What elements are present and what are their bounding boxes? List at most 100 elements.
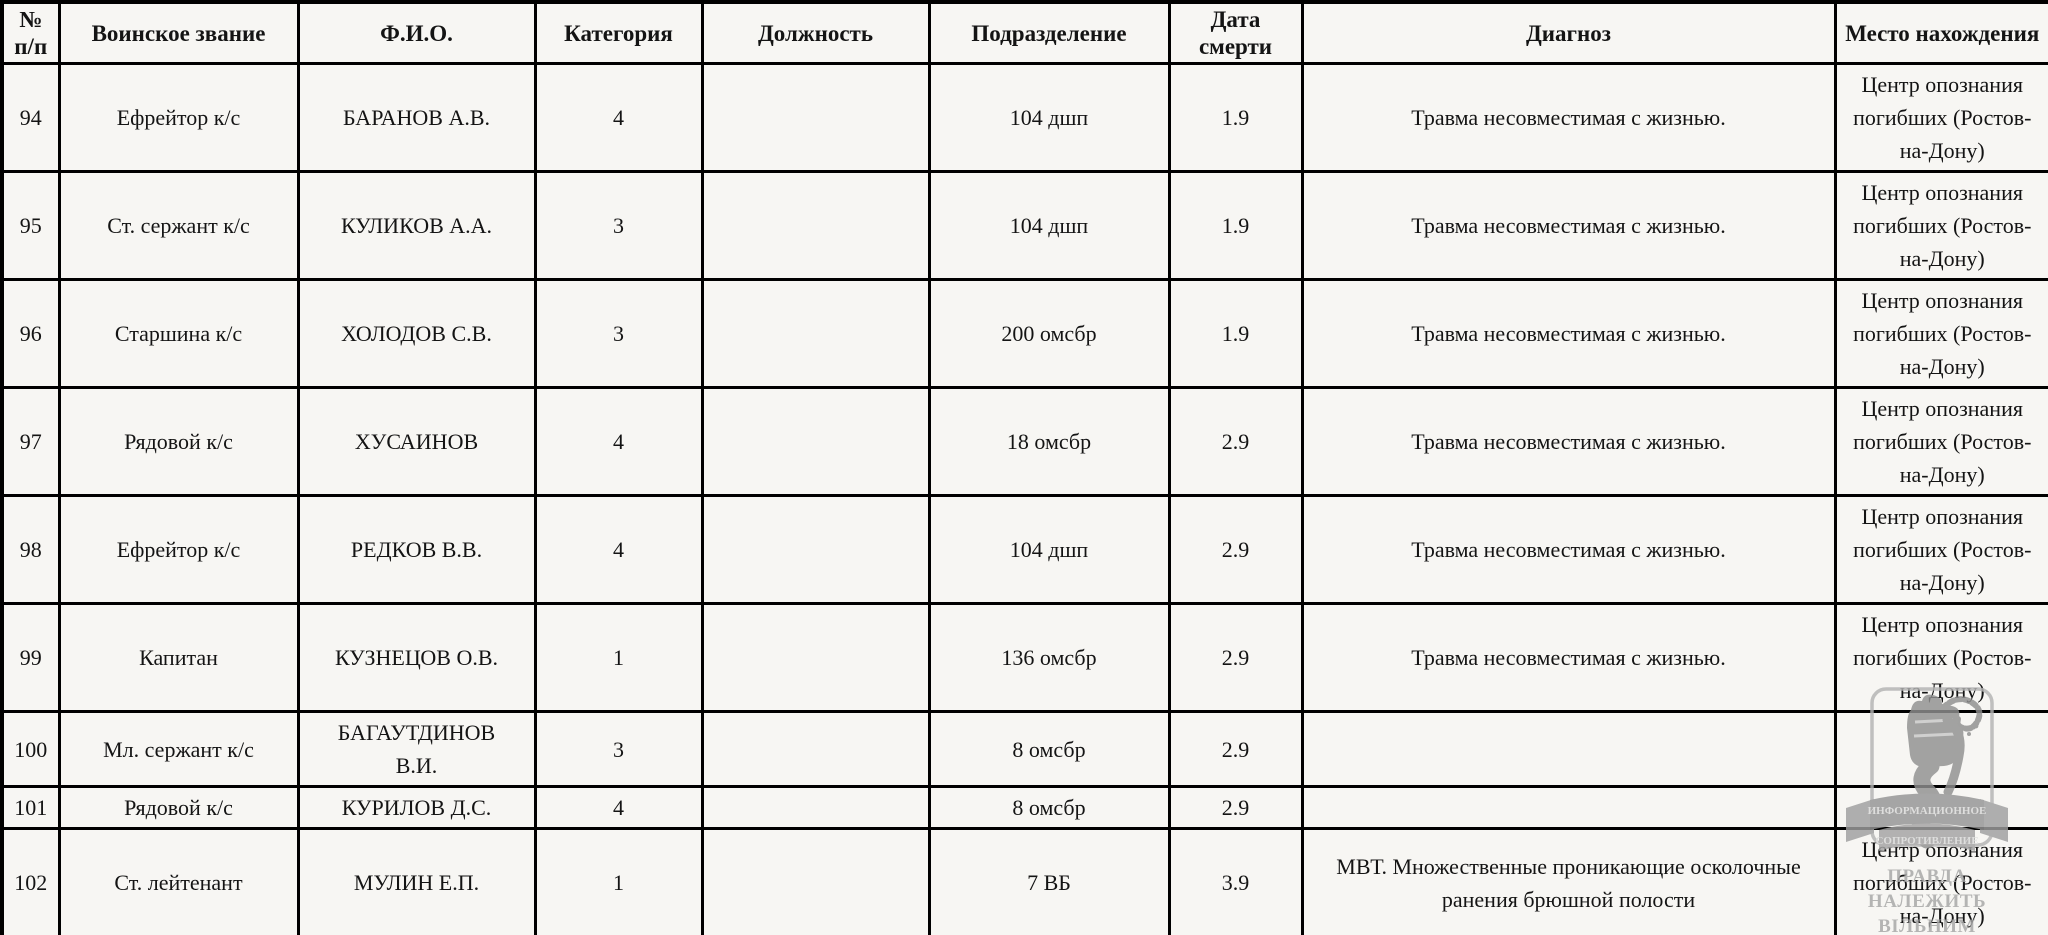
cell-position bbox=[700, 602, 931, 713]
cell-location: Центр опознания погибших (Ростов-на-Дону… bbox=[1833, 827, 2048, 935]
cell-rank: Мл. сержант к/с bbox=[57, 710, 300, 788]
cell-category: 4 bbox=[533, 785, 704, 830]
table-row: 95 Ст. сержант к/с КУЛИКОВ А.А. 3 104 дш… bbox=[0, 170, 2048, 281]
cell-name: БАРАНОВ А.В. bbox=[296, 62, 537, 173]
table-row: 101 Рядовой к/с КУРИЛОВ Д.С. 4 8 омсбр 2… bbox=[0, 785, 2048, 830]
cell-diagnosis: МВТ. Множественные проникающие осколочны… bbox=[1300, 827, 1837, 935]
cell-death-date: 2.9 bbox=[1167, 386, 1304, 497]
cell-name: ХОЛОДОВ С.В. bbox=[296, 278, 537, 389]
table-body: 94 Ефрейтор к/с БАРАНОВ А.В. 4 104 дшп 1… bbox=[0, 62, 2048, 935]
cell-num: 102 bbox=[0, 827, 61, 935]
cell-category: 4 bbox=[533, 62, 704, 173]
cell-unit: 200 омсбр bbox=[927, 278, 1171, 389]
column-header-num: № п/п bbox=[0, 0, 61, 65]
cell-position bbox=[700, 785, 931, 830]
cell-location: Центр опознания погибших (Ростов-на-Дону… bbox=[1833, 386, 2048, 497]
table-row: 98 Ефрейтор к/с РЕДКОВ В.В. 4 104 дшп 2.… bbox=[0, 494, 2048, 605]
cell-location: Центр опознания погибших (Ростов-на-Дону… bbox=[1833, 278, 2048, 389]
cell-death-date: 3.9 bbox=[1167, 827, 1304, 935]
cell-unit: 18 омсбр bbox=[927, 386, 1171, 497]
cell-category: 3 bbox=[533, 170, 704, 281]
cell-name: РЕДКОВ В.В. bbox=[296, 494, 537, 605]
cell-death-date: 2.9 bbox=[1167, 785, 1304, 830]
cell-death-date: 2.9 bbox=[1167, 710, 1304, 788]
cell-category: 1 bbox=[533, 827, 704, 935]
column-header-death-date: Дата смерти bbox=[1167, 0, 1304, 65]
cell-rank: Ст. сержант к/с bbox=[57, 170, 300, 281]
cell-rank: Рядовой к/с bbox=[57, 386, 300, 497]
cell-position bbox=[700, 710, 931, 788]
cell-death-date: 2.9 bbox=[1167, 602, 1304, 713]
cell-num: 98 bbox=[0, 494, 61, 605]
column-header-category: Категория bbox=[533, 0, 704, 65]
cell-position bbox=[700, 62, 931, 173]
cell-diagnosis bbox=[1300, 785, 1837, 830]
cell-category: 3 bbox=[533, 278, 704, 389]
cell-location bbox=[1833, 785, 2048, 830]
cell-position bbox=[700, 386, 931, 497]
cell-unit: 8 омсбр bbox=[927, 710, 1171, 788]
cell-name: КУЛИКОВ А.А. bbox=[296, 170, 537, 281]
cell-diagnosis: Травма несовместимая с жизнью. bbox=[1300, 62, 1837, 173]
table-row: 96 Старшина к/с ХОЛОДОВ С.В. 3 200 омсбр… bbox=[0, 278, 2048, 389]
cell-position bbox=[700, 278, 931, 389]
cell-num: 100 bbox=[0, 710, 61, 788]
column-header-unit: Подразделение bbox=[927, 0, 1171, 65]
cell-unit: 7 ВБ bbox=[927, 827, 1171, 935]
table-row: 99 Капитан КУЗНЕЦОВ О.В. 1 136 омсбр 2.9… bbox=[0, 602, 2048, 713]
column-header-diagnosis: Диагноз bbox=[1300, 0, 1837, 65]
cell-diagnosis: Травма несовместимая с жизнью. bbox=[1300, 278, 1837, 389]
cell-position bbox=[700, 827, 931, 935]
cell-unit: 104 дшп bbox=[927, 170, 1171, 281]
cell-diagnosis: Травма несовместимая с жизнью. bbox=[1300, 386, 1837, 497]
cell-death-date: 1.9 bbox=[1167, 170, 1304, 281]
cell-unit: 104 дшп bbox=[927, 494, 1171, 605]
cell-name: КУЗНЕЦОВ О.В. bbox=[296, 602, 537, 713]
table-row: 100 Мл. сержант к/с БАГАУТДИНОВ В.И. 3 8… bbox=[0, 710, 2048, 788]
cell-diagnosis: Травма несовместимая с жизнью. bbox=[1300, 494, 1837, 605]
column-header-name: Ф.И.О. bbox=[296, 0, 537, 65]
cell-name: ХУСАИНОВ bbox=[296, 386, 537, 497]
table-row: 102 Ст. лейтенант МУЛИН Е.П. 1 7 ВБ 3.9 … bbox=[0, 827, 2048, 935]
cell-rank: Ефрейтор к/с bbox=[57, 62, 300, 173]
cell-num: 96 bbox=[0, 278, 61, 389]
cell-diagnosis: Травма несовместимая с жизнью. bbox=[1300, 602, 1837, 713]
cell-category: 1 bbox=[533, 602, 704, 713]
table-row: 94 Ефрейтор к/с БАРАНОВ А.В. 4 104 дшп 1… bbox=[0, 62, 2048, 173]
header-row: № п/п Воинское звание Ф.И.О. Категория Д… bbox=[0, 0, 2048, 65]
cell-rank: Ефрейтор к/с bbox=[57, 494, 300, 605]
column-header-location: Место нахождения bbox=[1833, 0, 2048, 65]
cell-location: Центр опознания погибших (Ростов-на-Дону… bbox=[1833, 494, 2048, 605]
cell-death-date: 2.9 bbox=[1167, 494, 1304, 605]
cell-category: 4 bbox=[533, 386, 704, 497]
cell-category: 4 bbox=[533, 494, 704, 605]
cell-rank: Старшина к/с bbox=[57, 278, 300, 389]
cell-diagnosis bbox=[1300, 710, 1837, 788]
cell-location bbox=[1833, 710, 2048, 788]
cell-num: 97 bbox=[0, 386, 61, 497]
cell-location: Центр опознания погибших (Ростов-на-Дону… bbox=[1833, 170, 2048, 281]
cell-death-date: 1.9 bbox=[1167, 278, 1304, 389]
cell-unit: 136 омсбр bbox=[927, 602, 1171, 713]
cell-death-date: 1.9 bbox=[1167, 62, 1304, 173]
cell-rank: Рядовой к/с bbox=[57, 785, 300, 830]
cell-rank: Капитан bbox=[57, 602, 300, 713]
cell-unit: 104 дшп bbox=[927, 62, 1171, 173]
cell-name: МУЛИН Е.П. bbox=[296, 827, 537, 935]
cell-location: Центр опознания погибших (Ростов-на-Дону… bbox=[1833, 602, 2048, 713]
cell-name: БАГАУТДИНОВ В.И. bbox=[296, 710, 537, 788]
cell-num: 94 bbox=[0, 62, 61, 173]
cell-num: 101 bbox=[0, 785, 61, 830]
cell-num: 95 bbox=[0, 170, 61, 281]
cell-category: 3 bbox=[533, 710, 704, 788]
cell-position bbox=[700, 494, 931, 605]
column-header-position: Должность bbox=[700, 0, 931, 65]
cell-num: 99 bbox=[0, 602, 61, 713]
cell-diagnosis: Травма несовместимая с жизнью. bbox=[1300, 170, 1837, 281]
cell-position bbox=[700, 170, 931, 281]
column-header-rank: Воинское звание bbox=[57, 0, 300, 65]
table-row: 97 Рядовой к/с ХУСАИНОВ 4 18 омсбр 2.9 Т… bbox=[0, 386, 2048, 497]
cell-location: Центр опознания погибших (Ростов-на-Дону… bbox=[1833, 62, 2048, 173]
cell-rank: Ст. лейтенант bbox=[57, 827, 300, 935]
